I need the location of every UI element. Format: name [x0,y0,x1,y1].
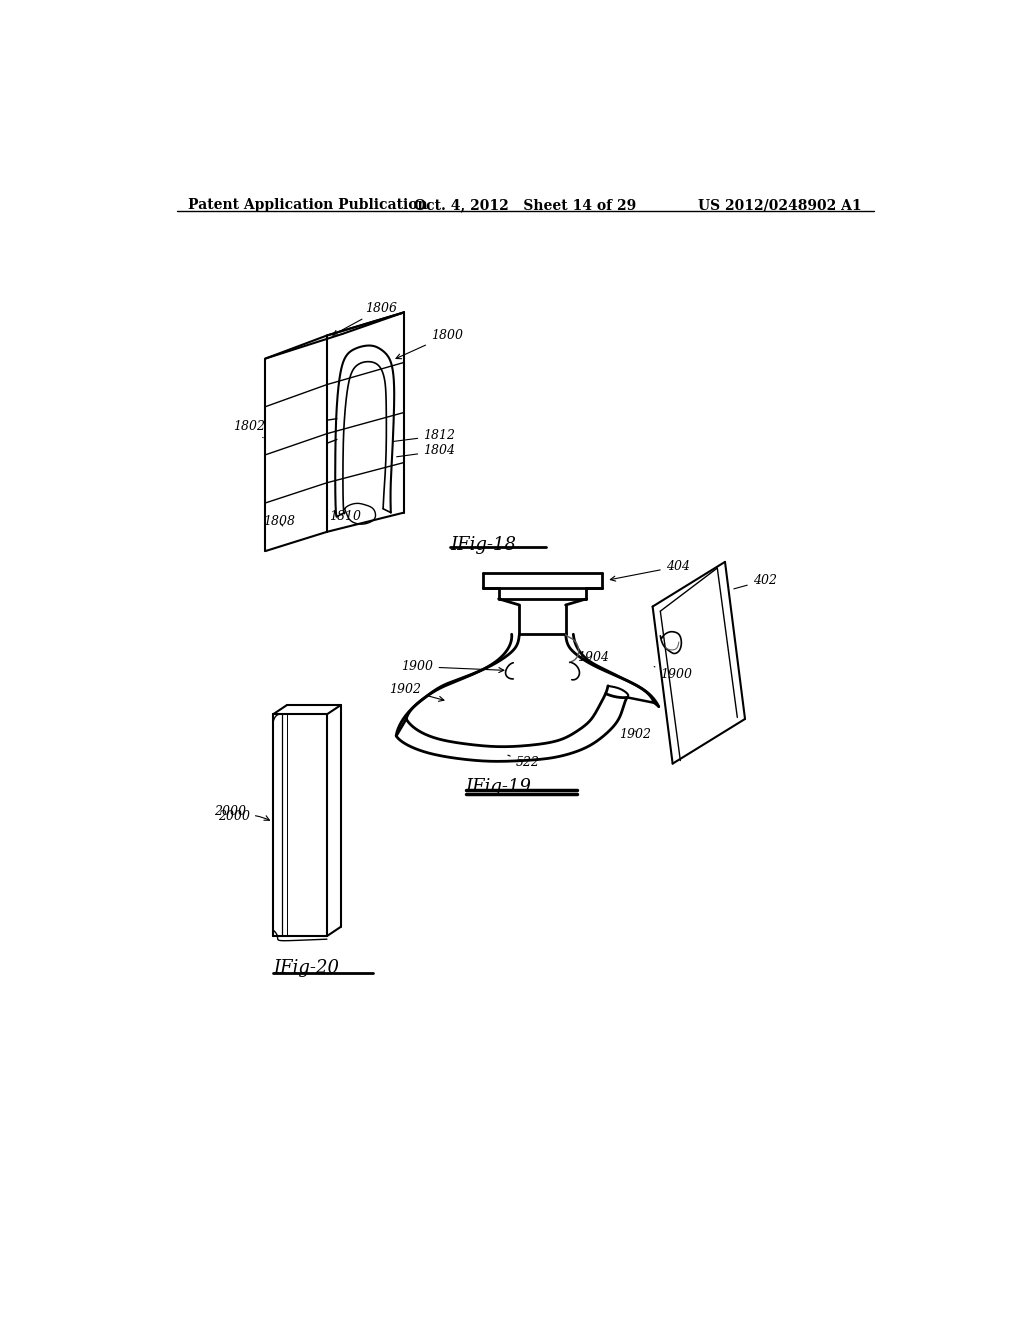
Text: 1902: 1902 [620,727,651,741]
Text: IFig-19: IFig-19 [466,779,531,796]
Text: 1804: 1804 [396,445,455,458]
Text: 402: 402 [734,574,777,589]
Text: 1900: 1900 [654,667,692,681]
Text: 404: 404 [610,560,690,581]
Text: 1810: 1810 [330,510,361,523]
Text: Oct. 4, 2012   Sheet 14 of 29: Oct. 4, 2012 Sheet 14 of 29 [414,198,636,213]
Text: 522: 522 [508,755,540,770]
Text: Patent Application Publication: Patent Application Publication [188,198,428,213]
Text: IFig-18: IFig-18 [451,536,516,553]
Text: IFig-20: IFig-20 [273,960,339,977]
Text: 1902: 1902 [389,684,444,701]
Text: 2000: 2000 [214,805,246,818]
Text: 1904: 1904 [569,651,609,664]
Text: 1806: 1806 [333,302,397,335]
Text: 2000: 2000 [218,810,269,824]
Text: 1900: 1900 [401,660,504,673]
Text: 1808: 1808 [263,515,295,528]
Text: 1812: 1812 [393,429,455,442]
Text: 1800: 1800 [396,329,463,359]
Text: 1802: 1802 [233,420,265,438]
Text: US 2012/0248902 A1: US 2012/0248902 A1 [698,198,862,213]
